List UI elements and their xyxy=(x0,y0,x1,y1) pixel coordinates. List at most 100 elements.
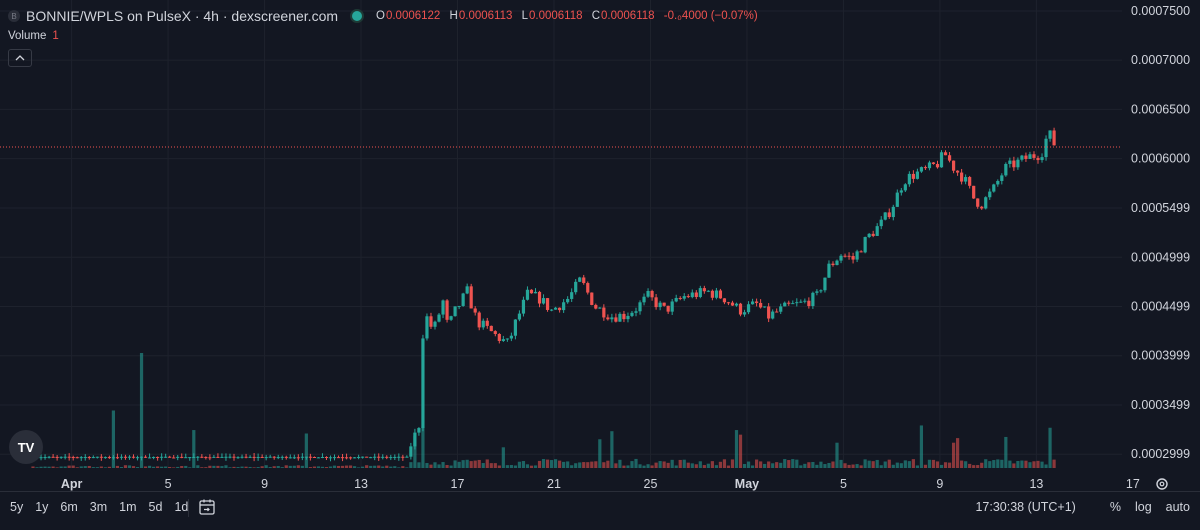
volume-bar xyxy=(931,459,936,468)
calendar-goto-icon[interactable] xyxy=(198,498,216,516)
range-5y-button[interactable]: 5y xyxy=(10,500,24,514)
candle xyxy=(815,289,819,296)
volume-bar xyxy=(827,462,831,468)
volume-bar xyxy=(783,459,787,468)
volume-bar xyxy=(348,465,353,468)
candle-body xyxy=(1036,157,1040,161)
volume-bar xyxy=(678,459,682,468)
volume-bar xyxy=(232,466,236,468)
time-tick-label: 5 xyxy=(840,477,847,491)
candle-body xyxy=(863,237,867,253)
candle-body xyxy=(1040,157,1044,161)
candle-body xyxy=(859,251,863,253)
candle-body xyxy=(292,457,296,459)
candle-body xyxy=(682,296,686,299)
candle-body xyxy=(405,456,409,458)
volume-bar xyxy=(887,459,891,468)
candle-body xyxy=(915,171,919,179)
range-1m-button[interactable]: 1m xyxy=(119,500,137,514)
tradingview-logo[interactable]: TV xyxy=(9,430,43,464)
candle-body xyxy=(907,173,911,185)
candle xyxy=(767,303,771,323)
candle xyxy=(99,454,103,461)
candle-body xyxy=(123,456,128,458)
log-toggle[interactable]: log xyxy=(1134,500,1152,514)
candle-body xyxy=(702,288,706,292)
collapse-legend-button[interactable] xyxy=(8,49,32,67)
candle-body xyxy=(984,197,988,209)
volume-bar xyxy=(453,460,457,468)
candle-body xyxy=(465,286,469,294)
candle xyxy=(646,288,650,298)
volume-bar xyxy=(55,467,59,468)
candle xyxy=(216,453,220,458)
axis-options: 17:30:38 (UTC+1) % log auto xyxy=(975,500,1190,514)
candle xyxy=(160,453,164,461)
gear-icon[interactable] xyxy=(1155,477,1169,491)
range-1d-button[interactable]: 1d xyxy=(174,500,189,514)
volume-bar xyxy=(895,462,899,468)
volume-bar xyxy=(742,464,747,468)
range-3m-button[interactable]: 3m xyxy=(89,500,108,514)
volume-bar xyxy=(71,465,75,468)
percent-toggle[interactable]: % xyxy=(1109,500,1121,514)
candle-body xyxy=(968,177,972,186)
volume-bar xyxy=(935,461,940,468)
candle xyxy=(574,279,578,295)
price-tick-label: 0.0002999 xyxy=(1131,447,1190,461)
candle-body xyxy=(847,255,851,257)
time-axis[interactable]: Apr5913172125May59131721 xyxy=(61,477,1200,491)
candle-body xyxy=(180,456,184,458)
candle xyxy=(525,286,530,301)
volume-bar xyxy=(554,459,558,468)
candle xyxy=(248,455,252,458)
candle-body xyxy=(369,457,373,459)
high-value: 0.0006113 xyxy=(458,10,513,22)
candle xyxy=(690,289,694,299)
candle-body xyxy=(529,289,534,294)
volume-bar xyxy=(686,462,690,468)
candle xyxy=(662,302,666,307)
market-status-icon xyxy=(352,11,363,21)
volume-bar xyxy=(224,465,228,468)
candle xyxy=(284,455,288,460)
volume-bar xyxy=(815,464,819,468)
candle-body xyxy=(469,286,473,309)
candle xyxy=(1000,173,1004,185)
candle-body xyxy=(473,308,477,313)
volume-bar xyxy=(586,462,590,468)
volume-bar xyxy=(493,463,497,468)
candle xyxy=(903,183,907,193)
candle-body xyxy=(742,312,747,315)
candle xyxy=(847,252,851,260)
auto-toggle[interactable]: auto xyxy=(1165,500,1190,514)
range-5d-button[interactable]: 5d xyxy=(148,500,163,514)
candle xyxy=(336,455,341,459)
volume-bar xyxy=(252,467,256,468)
volume-bar xyxy=(710,461,714,468)
candle-body xyxy=(240,456,244,458)
volume-bar xyxy=(449,465,453,468)
volume-bar xyxy=(31,466,35,468)
volume-bar xyxy=(763,463,767,468)
volume-bar xyxy=(147,465,152,468)
price-axis[interactable]: 0.0007500 0.0007000 0.0006500 0.0006000 0.00… xyxy=(1122,0,1200,490)
candle-body xyxy=(184,457,188,459)
candle xyxy=(943,150,948,156)
candle xyxy=(340,453,345,462)
close-label: C xyxy=(591,10,601,22)
range-6m-button[interactable]: 6m xyxy=(60,500,78,514)
range-1y-button[interactable]: 1y xyxy=(35,500,49,514)
volume-bar xyxy=(562,461,566,468)
volume-bar xyxy=(119,466,124,468)
volume-bar xyxy=(1040,461,1044,468)
candle xyxy=(750,298,755,305)
candle-body xyxy=(634,311,638,313)
candle xyxy=(252,453,256,462)
candle xyxy=(960,168,964,185)
candle-body xyxy=(710,290,714,298)
clock-time[interactable]: 17:30:38 (UTC+1) xyxy=(975,500,1076,514)
candle-body xyxy=(328,457,333,459)
